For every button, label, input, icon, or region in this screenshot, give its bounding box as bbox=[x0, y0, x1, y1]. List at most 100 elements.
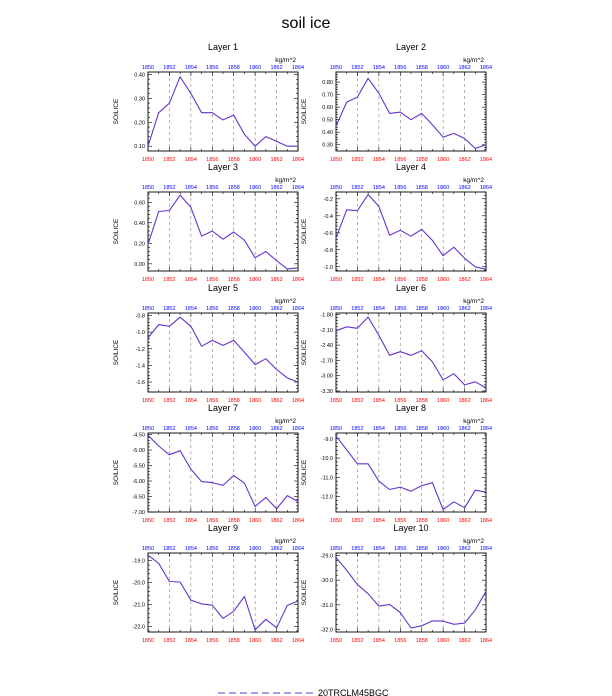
x-tick-label-bottom: 1860 bbox=[437, 398, 449, 404]
series-line bbox=[335, 435, 487, 511]
x-tick-label-top: 1856 bbox=[206, 306, 218, 312]
x-tick-label-top: 1858 bbox=[228, 546, 240, 552]
x-tick-label-bottom: 1862 bbox=[270, 518, 282, 524]
y-tick-label: -2.70 bbox=[320, 358, 333, 364]
y-tick-label: -29.0 bbox=[320, 553, 333, 559]
x-tick-label-bottom: 1862 bbox=[458, 277, 470, 283]
x-tick-label-bottom: 1864 bbox=[292, 518, 304, 524]
y-tick-label: 0.50 bbox=[322, 118, 333, 124]
x-tick-label-top: 1862 bbox=[270, 185, 282, 191]
x-tick-label-top: 1858 bbox=[228, 306, 240, 312]
series-line bbox=[335, 193, 487, 270]
x-tick-label-bottom: 1850 bbox=[142, 638, 154, 644]
units-label: kg/m^2 bbox=[275, 418, 296, 425]
x-tick-label-top: 1850 bbox=[330, 185, 342, 191]
x-tick-label-top: 1854 bbox=[185, 185, 197, 191]
panel-title: Layer 1 bbox=[208, 42, 238, 52]
x-tick-label-top: 1856 bbox=[394, 306, 406, 312]
figure-title: soil ice bbox=[282, 15, 331, 32]
x-tick-label-top: 1852 bbox=[351, 65, 363, 71]
x-tick-label-top: 1856 bbox=[394, 185, 406, 191]
y-tick-label: -6.00 bbox=[132, 479, 145, 485]
x-tick-label-top: 1856 bbox=[394, 65, 406, 71]
x-tick-label-bottom: 1852 bbox=[163, 157, 175, 163]
x-tick-label-bottom: 1860 bbox=[437, 518, 449, 524]
x-tick-label-bottom: 1860 bbox=[249, 518, 261, 524]
x-tick-label-top: 1862 bbox=[458, 546, 470, 552]
y-tick-label: 0.20 bbox=[134, 120, 145, 126]
panel-title: Layer 10 bbox=[393, 523, 428, 533]
x-tick-label-bottom: 1858 bbox=[416, 157, 428, 163]
x-tick-label-bottom: 1854 bbox=[185, 398, 197, 404]
x-tick-label-top: 1860 bbox=[249, 546, 261, 552]
x-tick-label-top: 1852 bbox=[351, 546, 363, 552]
y-tick-label: -0.8 bbox=[324, 248, 333, 254]
x-tick-label-top: 1856 bbox=[206, 65, 218, 71]
units-label: kg/m^2 bbox=[275, 57, 296, 64]
x-tick-label-bottom: 1854 bbox=[373, 398, 385, 404]
x-tick-label-top: 1856 bbox=[206, 185, 218, 191]
y-tick-label: 0.60 bbox=[134, 200, 145, 206]
y-axis-label: SOILICE bbox=[113, 339, 120, 365]
x-tick-label-bottom: 1850 bbox=[330, 157, 342, 163]
x-tick-label-top: 1856 bbox=[394, 546, 406, 552]
y-tick-label: -32.0 bbox=[320, 628, 333, 634]
y-tick-label: 0.10 bbox=[134, 144, 145, 150]
y-tick-label: -10.0 bbox=[320, 456, 333, 462]
y-axis-label: SOILICE bbox=[113, 459, 120, 485]
x-tick-label-top: 1850 bbox=[330, 546, 342, 552]
y-tick-label: -9.0 bbox=[324, 437, 333, 443]
x-tick-label-bottom: 1860 bbox=[249, 157, 261, 163]
series-line bbox=[147, 554, 299, 631]
y-axis-label: SOILICE bbox=[301, 459, 308, 485]
x-tick-label-bottom: 1862 bbox=[458, 518, 470, 524]
x-tick-label-bottom: 1864 bbox=[480, 638, 492, 644]
chart-panel-layer-2: Layer 2 kg/m^2 SOILICE 1850 1850 1852 1852 1854… bbox=[301, 42, 492, 163]
panel-title: Layer 3 bbox=[208, 162, 238, 172]
x-tick-label-bottom: 1856 bbox=[206, 157, 218, 163]
x-tick-label-top: 1856 bbox=[206, 426, 218, 432]
x-tick-label-top: 1858 bbox=[416, 185, 428, 191]
x-tick-label-top: 1860 bbox=[249, 65, 261, 71]
panel-title: Layer 8 bbox=[396, 403, 426, 413]
x-tick-label-bottom: 1858 bbox=[228, 277, 240, 283]
y-tick-label: -2.10 bbox=[320, 328, 333, 334]
y-tick-label: -0.4 bbox=[324, 214, 333, 220]
x-tick-label-top: 1858 bbox=[416, 65, 428, 71]
x-tick-label-bottom: 1858 bbox=[228, 157, 240, 163]
x-tick-label-bottom: 1858 bbox=[228, 398, 240, 404]
x-tick-label-bottom: 1854 bbox=[373, 277, 385, 283]
x-tick-label-bottom: 1854 bbox=[373, 638, 385, 644]
x-tick-label-bottom: 1864 bbox=[292, 638, 304, 644]
x-tick-label-bottom: 1856 bbox=[206, 398, 218, 404]
y-tick-label: -11.0 bbox=[321, 475, 333, 481]
x-tick-label-bottom: 1862 bbox=[270, 277, 282, 283]
x-tick-label-top: 1860 bbox=[249, 185, 261, 191]
y-axis-label: SOILICE bbox=[301, 218, 308, 244]
y-tick-label: 0.40 bbox=[134, 72, 145, 78]
x-tick-label-top: 1864 bbox=[480, 426, 492, 432]
x-tick-label-top: 1858 bbox=[416, 306, 428, 312]
x-tick-label-top: 1850 bbox=[142, 306, 154, 312]
plot-frame bbox=[147, 312, 299, 393]
x-tick-label-top: 1860 bbox=[249, 426, 261, 432]
x-tick-label-top: 1856 bbox=[394, 426, 406, 432]
legend-label: 20TRCLM45BGC bbox=[318, 688, 389, 696]
y-tick-label: -12.0 bbox=[320, 495, 333, 501]
series-line bbox=[335, 77, 487, 150]
y-tick-label: -1.6 bbox=[136, 380, 145, 386]
y-tick-label: -1.4 bbox=[136, 363, 145, 369]
x-tick-label-bottom: 1862 bbox=[458, 157, 470, 163]
x-tick-label-bottom: 1850 bbox=[142, 398, 154, 404]
y-tick-label: -5.00 bbox=[132, 448, 145, 454]
y-tick-label: -5.50 bbox=[132, 464, 145, 470]
x-tick-label-top: 1852 bbox=[163, 306, 175, 312]
plot-frame bbox=[335, 71, 487, 152]
x-tick-label-top: 1864 bbox=[292, 426, 304, 432]
x-tick-label-top: 1852 bbox=[163, 185, 175, 191]
x-tick-label-bottom: 1864 bbox=[292, 398, 304, 404]
x-tick-label-top: 1862 bbox=[458, 306, 470, 312]
x-tick-label-top: 1862 bbox=[270, 426, 282, 432]
x-tick-label-top: 1852 bbox=[351, 306, 363, 312]
x-tick-label-top: 1860 bbox=[437, 426, 449, 432]
